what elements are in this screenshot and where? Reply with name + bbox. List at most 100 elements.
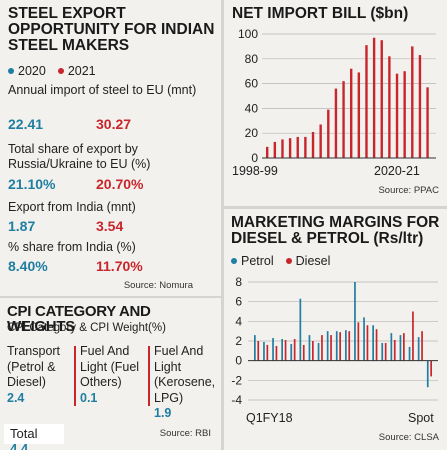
cpi-category: Fuel And Light (Kerosene, LPG) 1.9 — [154, 344, 220, 422]
cpi-category: Transport (Petrol & Diesel) 2.4 — [7, 344, 73, 406]
cpi-panel-title: CPI CATEGORY AND WEIGHTS — [7, 303, 151, 336]
bar-petrol — [335, 331, 338, 361]
bar — [273, 141, 277, 158]
bar-petrol — [417, 337, 420, 361]
y-tick-label: -2 — [231, 373, 242, 387]
bar-petrol — [308, 335, 311, 361]
bar-diesel — [257, 341, 260, 361]
legend-petrol-label: Petrol — [241, 254, 274, 268]
steel-row-label: Total share of export by Russia/Ukraine … — [8, 142, 151, 171]
bar — [395, 73, 399, 158]
cpi-total: Total 4.4 — [4, 424, 64, 450]
steel-row-value-2020: 8.40% — [8, 258, 48, 274]
bar — [334, 88, 338, 158]
bar-diesel — [302, 344, 305, 361]
bar-petrol — [372, 325, 374, 361]
y-tick-label: 6 — [235, 295, 242, 309]
marketing-margins-chart-title: MARKETING MARGINS FOR DIESEL & PETROL (R… — [231, 214, 440, 247]
bar — [319, 124, 322, 158]
legend-diesel-label: Diesel — [295, 254, 331, 268]
bar — [266, 146, 269, 158]
margins-legend: Petrol Diesel — [231, 254, 330, 268]
x-tick-label: Q1FY18 — [246, 411, 293, 425]
cpi-source: Source: RBI — [159, 428, 211, 439]
bar — [372, 37, 376, 158]
bar-petrol — [281, 339, 283, 361]
bar-petrol — [254, 335, 256, 361]
marketing-margins-chart: -4 -2 0 2 4 6 8 Q1FY18 Spot — [231, 275, 438, 425]
bar-diesel — [284, 340, 287, 361]
legend-2020-dot — [8, 68, 14, 74]
y-tick-label: 80 — [245, 52, 259, 66]
bar-diesel — [366, 325, 369, 361]
bar — [357, 72, 361, 158]
cpi-category-weight: 1.9 — [154, 406, 172, 420]
cpi-category-label: Transport (Petrol & Diesel) — [7, 344, 61, 389]
bar-diesel — [421, 331, 423, 361]
bar-diesel — [312, 341, 314, 361]
x-tick-label: 2020-21 — [374, 164, 420, 178]
steel-row-label: % share from India (%) — [8, 240, 136, 254]
steel-legend: 2020 2021 — [8, 64, 96, 78]
bar — [281, 139, 284, 158]
y-tick-label: 20 — [245, 126, 259, 140]
bar-petrol — [345, 330, 347, 361]
bar-diesel — [266, 344, 269, 361]
steel-row-value-2020: 1.87 — [8, 218, 36, 234]
y-tick-label: 4 — [235, 314, 242, 328]
steel-row-value-2021: 3.54 — [96, 218, 124, 234]
bar-petrol — [326, 331, 329, 361]
bar-diesel — [330, 335, 332, 361]
bar-diesel — [348, 331, 351, 361]
bar-petrol — [354, 282, 356, 361]
y-tick-label: 0 — [251, 151, 258, 165]
bar — [350, 68, 353, 158]
bar-diesel — [357, 322, 360, 361]
y-tick-label: 40 — [245, 101, 259, 115]
legend-diesel-dot — [285, 258, 292, 264]
bar-petrol — [390, 333, 393, 361]
bar — [418, 55, 422, 158]
cpi-divider — [148, 346, 150, 406]
legend-2021-dot — [57, 68, 64, 74]
legend-2020-label: 2020 — [18, 64, 46, 78]
steel-row-value-2021: 20.70% — [96, 176, 144, 192]
bar-petrol — [363, 317, 365, 361]
bar — [403, 71, 406, 158]
bar — [426, 87, 429, 158]
cpi-category: Fuel And Light (Fuel Others) 0.1 — [80, 344, 148, 406]
bar — [411, 46, 414, 158]
bar — [296, 136, 299, 158]
x-tick-label: 1998-99 — [232, 164, 278, 178]
bar-diesel — [430, 360, 432, 377]
cpi-panel: CPI CATEGORY AND WEIGHTS CPI Category & … — [0, 298, 221, 450]
y-tick-label: 0 — [235, 354, 242, 368]
bar-diesel — [275, 345, 278, 361]
y-tick-label: 60 — [245, 77, 259, 91]
bar-diesel — [321, 335, 323, 361]
bar-diesel — [384, 342, 387, 361]
marketing-margins-panel: MARKETING MARGINS FOR DIESEL & PETROL (R… — [224, 209, 447, 450]
net-import-source: Source: PPAC — [378, 185, 439, 196]
net-import-chart-title: NET IMPORT BILL ($bn) — [232, 5, 409, 22]
y-tick-label: 2 — [235, 334, 242, 348]
cpi-category-label: Fuel And Light (Fuel Others) — [80, 344, 140, 389]
net-import-bill-panel: NET IMPORT BILL ($bn) 0 20 40 60 80 100 1998-9… — [224, 0, 447, 206]
y-tick-label: 100 — [238, 27, 258, 41]
cpi-category-label: Fuel And Light (Kerosene, LPG) — [154, 344, 216, 405]
steel-panel-title: STEEL EXPORT OPPORTUNITY FOR INDIAN STEE… — [8, 5, 215, 54]
cpi-category-weight: 0.1 — [80, 390, 98, 405]
bar-diesel — [375, 329, 378, 361]
steel-source: Source: Nomura — [123, 280, 193, 291]
steel-row-value-2021: 11.70% — [96, 258, 143, 274]
bar — [311, 131, 315, 158]
bar — [380, 40, 383, 159]
cpi-divider — [74, 346, 76, 406]
x-tick-label: Spot — [408, 411, 434, 425]
cpi-category-weight: 2.4 — [7, 390, 25, 405]
steel-row-value-2021: 30.27 — [96, 116, 132, 132]
bar-petrol — [290, 343, 293, 361]
legend-2021-label: 2021 — [67, 64, 96, 78]
bar-petrol — [299, 298, 302, 361]
bar-petrol — [317, 342, 320, 361]
